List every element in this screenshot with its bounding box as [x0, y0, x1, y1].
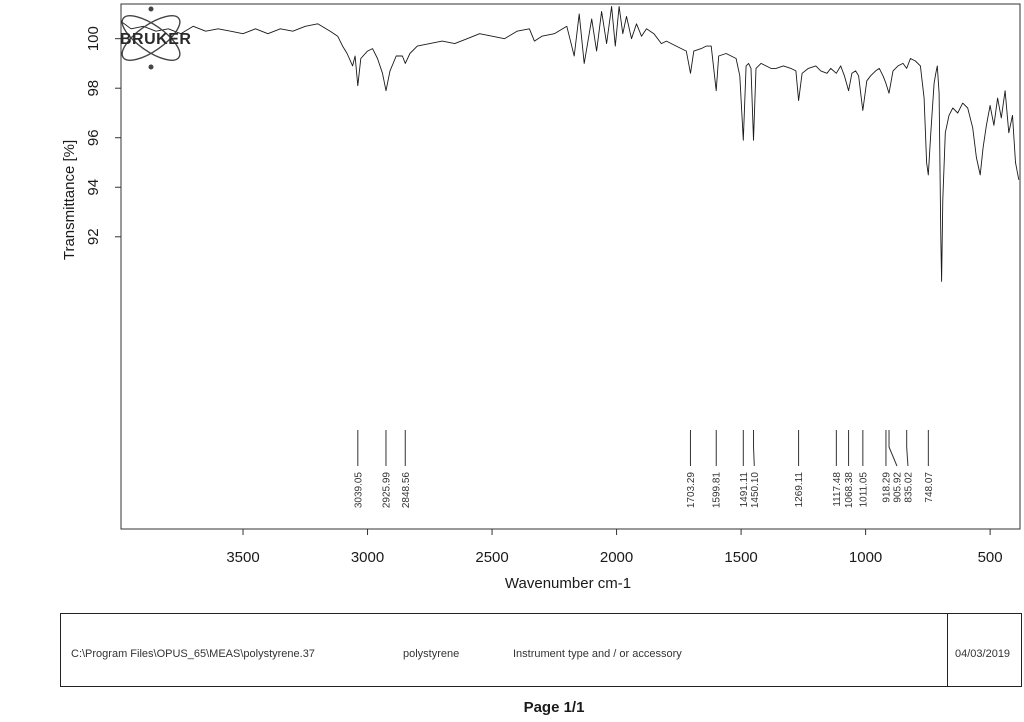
logo-text: BRUKER [120, 31, 191, 48]
x-tick-label: 3500 [226, 549, 259, 566]
y-tick-label: 94 [85, 179, 102, 196]
x-tick-label: 1500 [724, 549, 757, 566]
peak-label: 3039.05 [353, 472, 364, 509]
x-tick-label: 3000 [351, 549, 384, 566]
peak-label: 2848.56 [401, 472, 412, 509]
y-axis: 92 94 96 98 100 [85, 26, 121, 245]
instrument-description: Instrument type and / or accessory [513, 648, 682, 660]
peak-label: 2925.99 [381, 472, 392, 509]
peak-marker [906, 430, 909, 467]
spectrum-series-line [120, 6, 1020, 282]
peak-marker [753, 430, 755, 467]
y-tick-label: 100 [85, 26, 102, 51]
peak-label: 1599.81 [712, 472, 723, 509]
y-tick-label: 92 [85, 228, 102, 245]
page-number: Page 1/1 [523, 699, 585, 716]
peak-label: 1117.48 [832, 472, 843, 507]
x-tick-label: 500 [978, 549, 1003, 566]
atom-icon [121, 6, 181, 70]
x-axis: 3500 3000 2500 2000 1500 1000 500 [226, 529, 1003, 566]
peak-label: 1011.05 [858, 472, 869, 508]
peak-label: 1269.11 [794, 472, 805, 508]
bruker-logo: BRUKER [120, 6, 191, 70]
x-tick-label: 2500 [475, 549, 508, 566]
x-axis-title: Wavenumber cm-1 [505, 575, 631, 592]
y-axis-title: Transmittance [%] [61, 140, 78, 260]
x-tick-label: 1000 [849, 549, 882, 566]
peak-markers: 3039.05 2925.99 2848.56 1703.29 1599.81 1491.… [353, 430, 935, 508]
measurement-date: 04/03/2019 [955, 648, 1011, 660]
peak-marker [888, 430, 898, 467]
sample-name: polystyrene [403, 648, 460, 660]
peak-label: 1068.38 [844, 472, 855, 509]
peak-label: 905.92 [892, 472, 903, 503]
peak-label: 835.02 [903, 472, 914, 503]
plot-frame [120, 3, 1021, 530]
info-footer-box: C:\Program Files\OPUS_65\MEAS\polystyren… [60, 613, 1022, 687]
y-tick-label: 96 [85, 129, 102, 146]
peak-label: 1703.29 [686, 472, 697, 509]
peak-label: 1450.10 [750, 472, 761, 509]
x-tick-label: 2000 [600, 549, 633, 566]
y-tick-label: 98 [85, 80, 102, 97]
peak-label: 748.07 [924, 472, 935, 503]
peak-label: 918.29 [881, 472, 892, 503]
file-path: C:\Program Files\OPUS_65\MEAS\polystyren… [71, 648, 315, 660]
footer-divider [947, 614, 948, 686]
peak-label: 1491.11 [739, 472, 750, 508]
